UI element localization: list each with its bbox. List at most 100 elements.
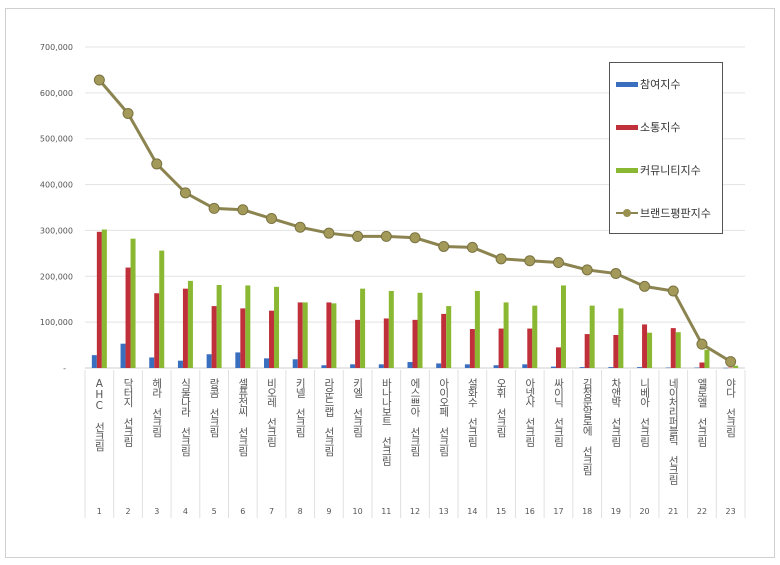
bar-participation <box>350 364 356 368</box>
legend-label: 커뮤니티지수 <box>640 164 701 177</box>
bar-community <box>388 290 394 368</box>
bar-participation <box>637 367 643 368</box>
bar-communication <box>125 267 131 368</box>
x-rank-label: 14 <box>467 507 477 516</box>
bar-participation <box>292 359 298 368</box>
bar-community <box>675 332 681 368</box>
y-tick-label: 700,000 <box>40 43 73 52</box>
x-category-label: 야다 선크림 <box>725 377 737 437</box>
brand-index-point <box>466 241 478 253</box>
bar-participation <box>264 358 270 368</box>
legend-swatch <box>616 167 638 173</box>
y-tick-label: - <box>63 364 66 373</box>
bar-community <box>187 280 193 368</box>
x-rank-label: 21 <box>668 507 678 516</box>
bar-community <box>560 285 566 368</box>
bar-community <box>130 238 136 368</box>
bar-community <box>331 303 337 368</box>
bar-communication <box>96 231 102 368</box>
x-rank-label: 4 <box>183 507 188 516</box>
bar-participation <box>91 355 97 368</box>
x-rank-label: 6 <box>240 507 245 516</box>
x-category-label: 싸이닉 선크림 <box>552 378 564 447</box>
x-rank-label: 22 <box>697 507 707 516</box>
bar-community <box>618 308 624 368</box>
legend-line-marker <box>616 209 638 217</box>
x-category-label: AHC 선크림 <box>93 378 105 451</box>
bar-community <box>503 302 509 368</box>
x-rank-label: 16 <box>525 507 535 516</box>
brand-index-point <box>122 107 134 119</box>
bar-participation <box>321 365 327 368</box>
x-category-label: 김정문알로에 선크림 <box>581 378 593 475</box>
legend-item-communication: 소통지수 <box>616 119 680 135</box>
x-category-label: 헤라 선크림 <box>151 377 163 437</box>
x-rank-label: 19 <box>611 507 621 516</box>
bar-participation <box>550 366 556 368</box>
x-category-label: 엘로엘 선크림 <box>696 377 708 447</box>
chart-frame <box>5 8 775 558</box>
bar-participation <box>464 364 470 368</box>
x-rank-label: 17 <box>553 507 563 516</box>
bar-communication <box>154 293 160 368</box>
brand-index-point <box>380 230 392 242</box>
bar-community <box>417 292 423 368</box>
x-category-label: 바나나보트 선크림 <box>380 378 392 466</box>
bar-communication <box>613 334 619 368</box>
brand-index-point <box>409 232 421 244</box>
bar-community <box>101 229 107 368</box>
legend-label: 브랜드평판지수 <box>640 207 711 220</box>
x-category-label: 비오레 선크림 <box>266 378 278 447</box>
brand-index-point <box>495 253 507 265</box>
bar-participation <box>206 354 212 368</box>
bar-communication <box>441 313 447 368</box>
legend-item-participation: 참여지수 <box>616 76 680 92</box>
brand-index-point <box>237 204 249 216</box>
x-rank-label: 20 <box>639 507 649 516</box>
bar-community <box>474 290 480 368</box>
brand-index-point <box>323 227 335 239</box>
bar-participation <box>177 360 183 368</box>
y-tick-label: 200,000 <box>40 272 73 281</box>
brand-index-point <box>639 280 651 292</box>
x-rank-label: 3 <box>154 507 159 516</box>
bar-community <box>245 285 251 368</box>
bar-participation <box>665 367 671 369</box>
bar-communication <box>498 328 504 368</box>
x-rank-label: 1 <box>97 507 102 516</box>
legend-label: 소통지수 <box>640 121 681 134</box>
brand-index-point <box>581 264 593 276</box>
brand-index-point <box>352 230 364 242</box>
x-rank-label: 9 <box>326 507 331 516</box>
x-rank-label: 5 <box>212 507 217 516</box>
x-category-label: 니베아 선크림 <box>639 378 651 447</box>
bar-participation <box>522 364 528 368</box>
y-tick-label: 500,000 <box>40 135 73 144</box>
y-tick-label: 100,000 <box>40 318 73 327</box>
x-rank-label: 11 <box>381 507 391 516</box>
bar-communication <box>670 328 676 368</box>
x-rank-label: 12 <box>410 507 420 516</box>
bar-communication <box>355 319 361 368</box>
brand-index-point <box>93 74 105 86</box>
bar-participation <box>493 365 499 368</box>
bar-community <box>446 306 452 368</box>
bar-community <box>589 305 595 368</box>
bar-communication <box>383 318 389 368</box>
bar-community <box>647 332 653 368</box>
bar-participation <box>579 367 585 368</box>
legend-item-brand: 브랜드평판지수 <box>616 205 711 221</box>
bar-communication <box>469 329 475 368</box>
bar-communication <box>699 362 705 368</box>
bar-community <box>274 286 280 368</box>
x-category-label: 키넬 선크림 <box>294 378 306 437</box>
x-category-label: 식물나라 선크림 <box>179 378 191 456</box>
bar-communication <box>584 334 590 368</box>
x-category-label: 오휘 선크림 <box>495 378 507 437</box>
legend-swatch <box>616 81 638 87</box>
brand-index-point <box>438 240 450 252</box>
brand-index-point <box>552 257 564 269</box>
bar-participation <box>235 352 241 368</box>
brand-index-point <box>696 338 708 350</box>
